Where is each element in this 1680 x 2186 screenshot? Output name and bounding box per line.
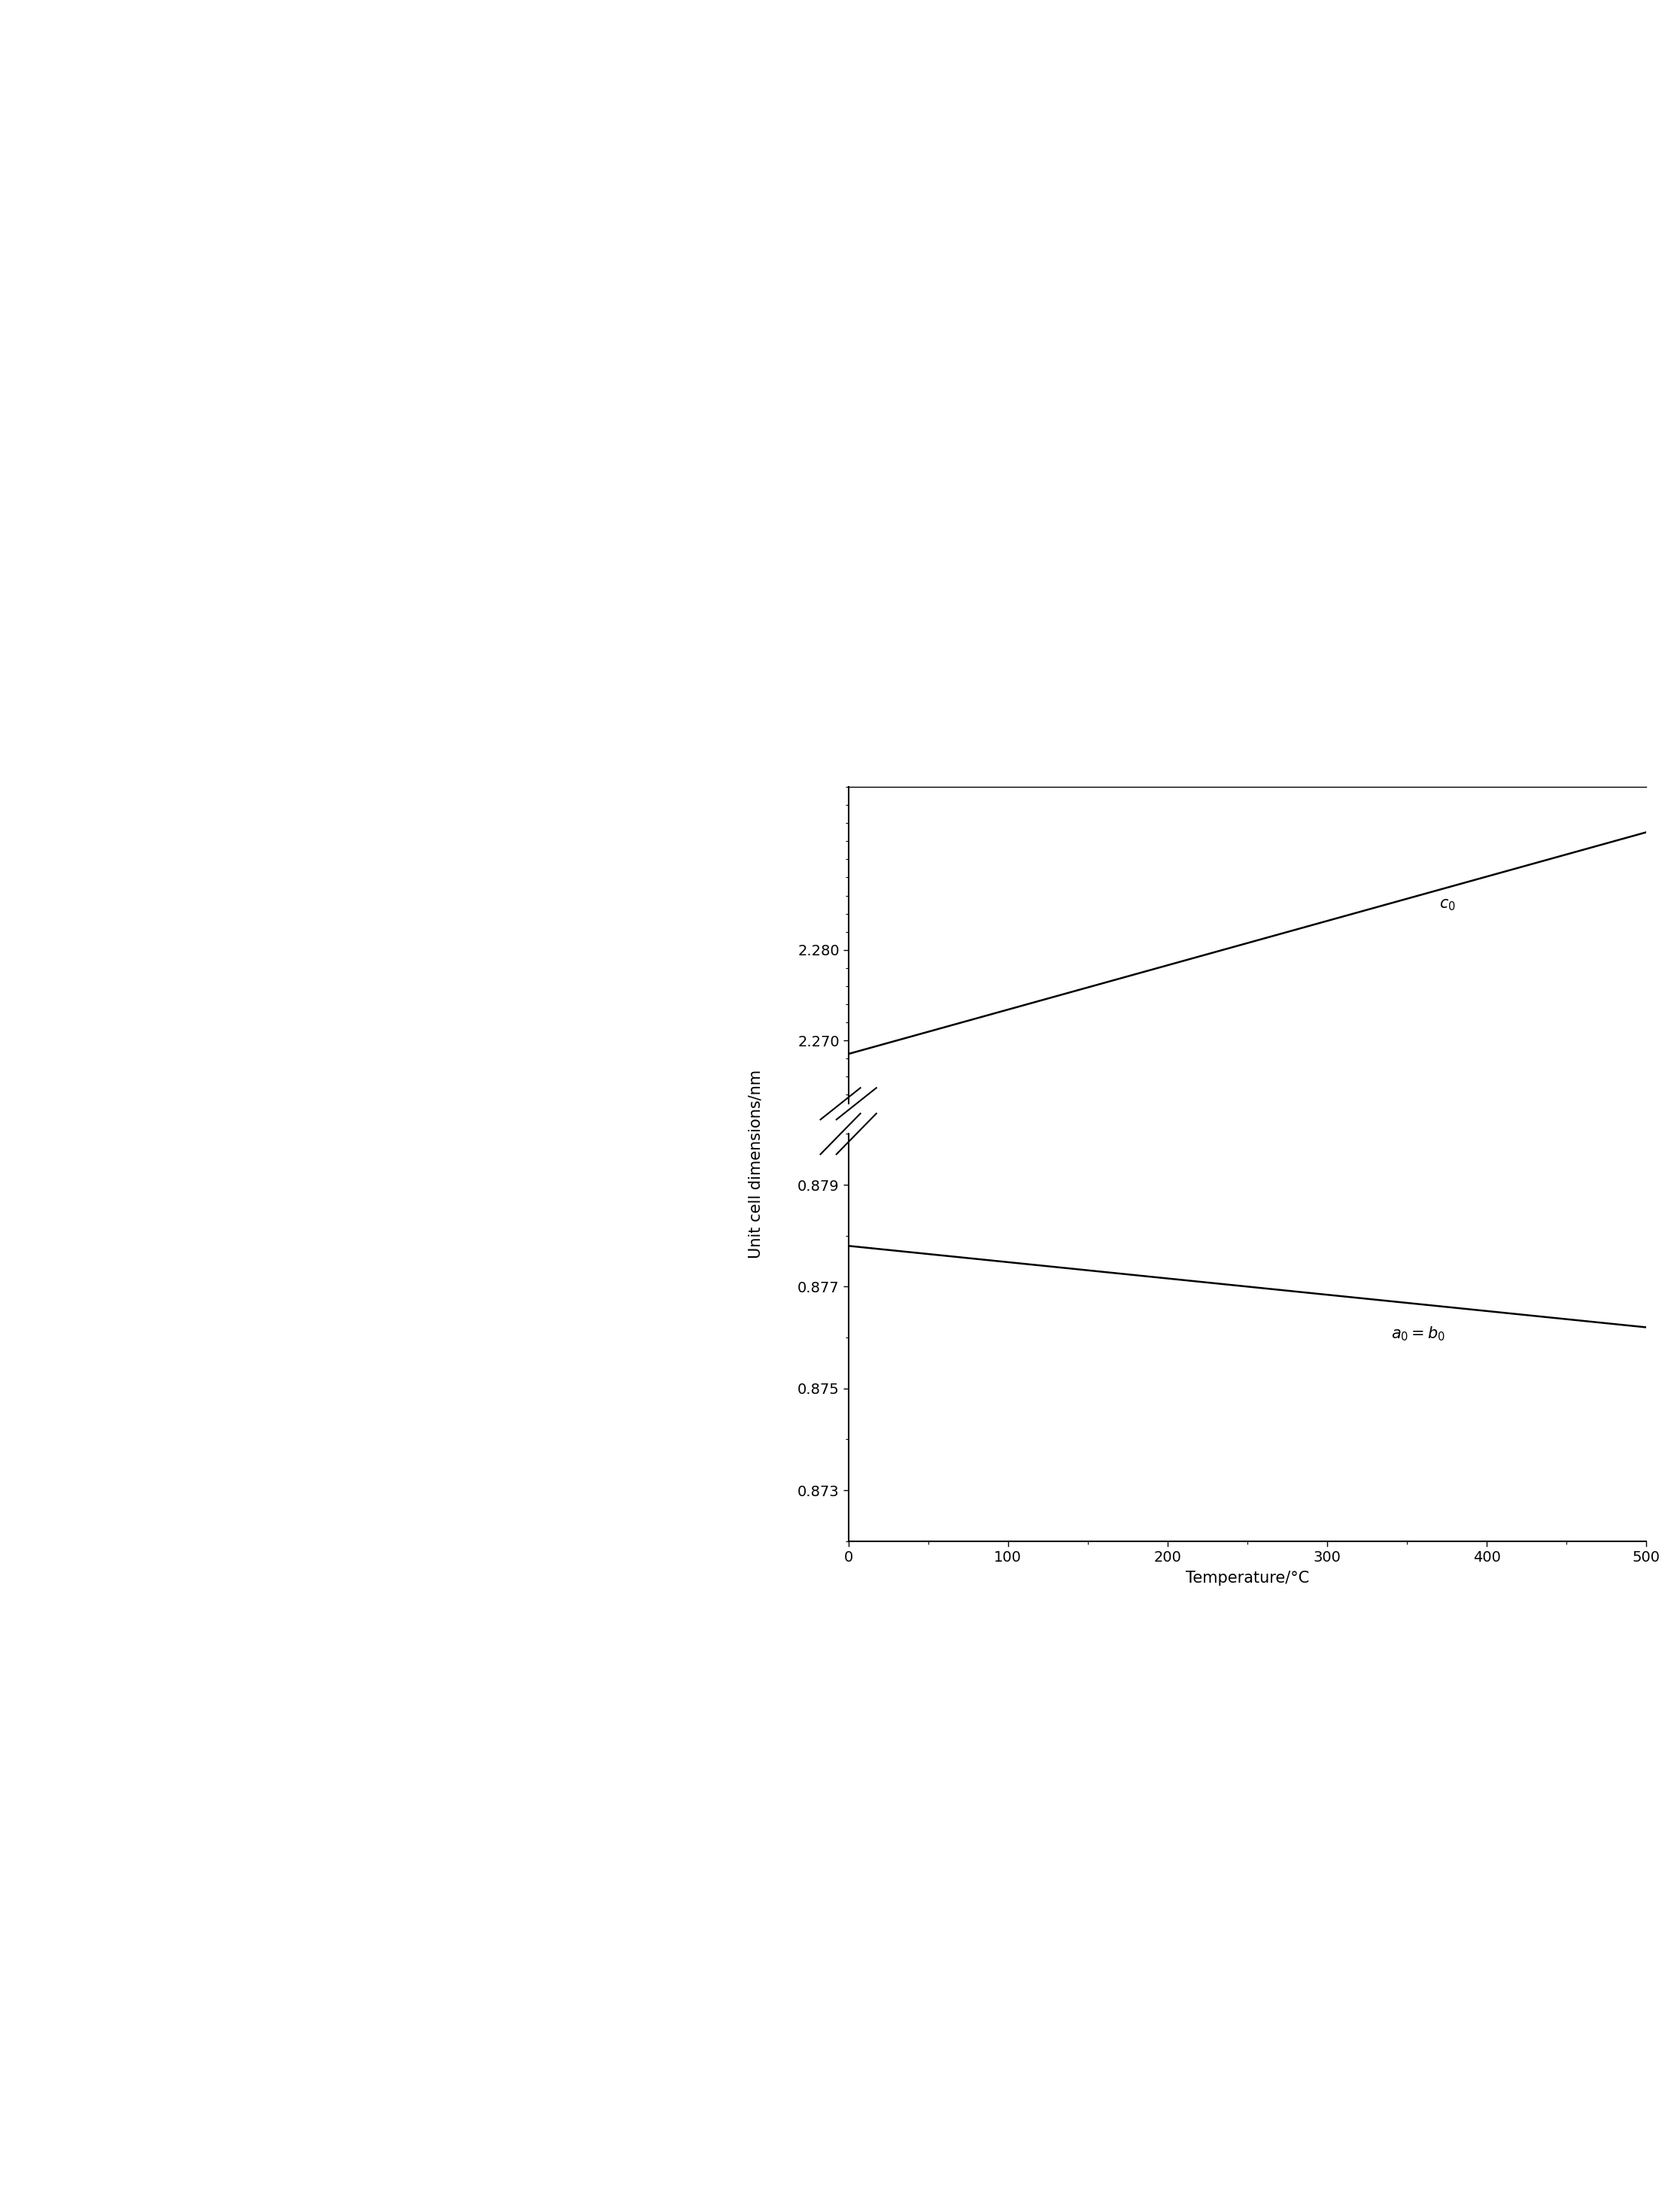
- Text: Unit cell dimensions/nm: Unit cell dimensions/nm: [749, 1069, 763, 1259]
- Text: $c_0$: $c_0$: [1438, 896, 1455, 912]
- Text: $a_0 = b_0$: $a_0 = b_0$: [1391, 1325, 1445, 1342]
- X-axis label: Temperature/°C: Temperature/°C: [1186, 1570, 1309, 1585]
